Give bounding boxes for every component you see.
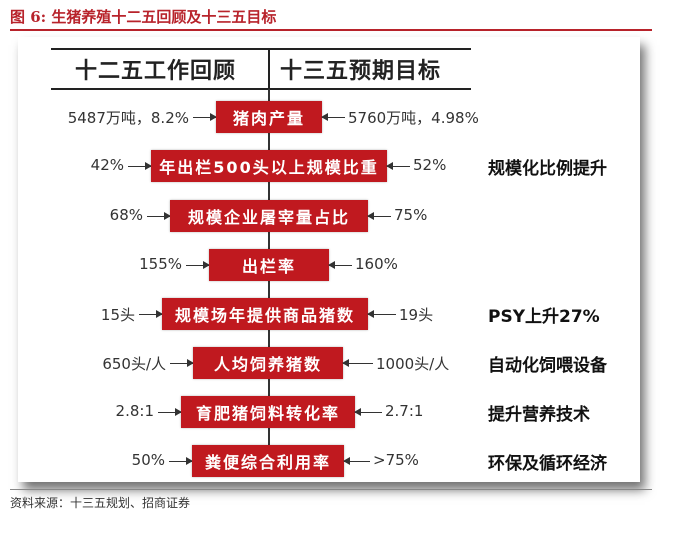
arrow-to-indicator — [158, 408, 182, 416]
target-value: 2.7:1 — [385, 402, 424, 420]
target-value: 75% — [394, 206, 428, 224]
title-rule — [10, 29, 652, 31]
arrow-from-indicator — [367, 212, 391, 220]
comparison-row: 50% 粪便综合利用率 >75% 环保及循环经济 — [18, 443, 640, 479]
review-value: 650头/人 — [102, 355, 166, 373]
arrow-to-indicator — [193, 113, 217, 121]
arrow-from-indicator — [328, 261, 352, 269]
comparison-row: 15头 规模场年提供商品猪数 19头 PSY上升27% — [18, 296, 640, 332]
arrow-to-indicator — [170, 359, 194, 367]
arrow-to-indicator — [139, 310, 163, 318]
driver-note: 规模化比例提升 — [488, 159, 607, 179]
arrow-from-indicator — [343, 457, 370, 465]
comparison-row: 5487万吨，8.2% 猪肉产量 5760万吨，4.98% — [18, 99, 640, 135]
arrow-from-indicator — [342, 359, 373, 367]
comparison-row: 42% 年出栏500头以上规模比重 52% 规模化比例提升 — [18, 148, 640, 184]
arrow-from-indicator — [367, 310, 396, 318]
arrow-from-indicator — [321, 113, 345, 121]
comparison-row: 68% 规模企业屠宰量占比 75% — [18, 198, 640, 234]
review-value: 42% — [90, 156, 124, 174]
indicator-box: 年出栏500头以上规模比重 — [151, 150, 387, 182]
comparison-row: 650头/人 人均饲养猪数 1000头/人 自动化饲喂设备 — [18, 345, 640, 381]
target-value: 19头 — [399, 306, 434, 324]
diagram-panel: 十二五工作回顾 十三五预期目标 5487万吨，8.2% 猪肉产量 5760万吨，4.… — [18, 37, 640, 482]
figure-title: 图 6: 生猪养殖十二五回顾及十三五目标 — [10, 8, 277, 26]
indicator-box: 人均饲养猪数 — [193, 347, 343, 379]
arrow-to-indicator — [128, 162, 152, 170]
indicator-box: 育肥猪饲料转化率 — [181, 396, 355, 428]
driver-note: 提升营养技术 — [488, 405, 590, 425]
arrow-to-indicator — [169, 457, 193, 465]
target-value: 160% — [355, 255, 398, 273]
review-value: 15头 — [100, 306, 135, 324]
header-targets: 十三五预期目标 — [280, 59, 442, 84]
arrow-to-indicator — [186, 261, 210, 269]
target-value: 5760万吨，4.98% — [348, 109, 479, 127]
indicator-box: 猪肉产量 — [216, 101, 322, 133]
arrow-from-indicator — [354, 408, 382, 416]
comparison-row: 2.8:1 育肥猪饲料转化率 2.7:1 提升营养技术 — [18, 394, 640, 430]
indicator-box: 规模企业屠宰量占比 — [170, 200, 368, 232]
source-rule — [10, 489, 652, 490]
driver-note: 环保及循环经济 — [488, 454, 607, 474]
review-value: 50% — [131, 451, 165, 469]
target-value: >75% — [373, 451, 419, 469]
review-value: 68% — [109, 206, 143, 224]
comparison-row: 155% 出栏率 160% — [18, 247, 640, 283]
review-value: 155% — [139, 255, 182, 273]
header-top-rule — [51, 48, 471, 50]
review-value: 5487万吨，8.2% — [67, 109, 189, 127]
indicator-box: 出栏率 — [209, 249, 329, 281]
review-value: 2.8:1 — [115, 402, 154, 420]
header-review: 十二五工作回顾 — [75, 59, 237, 84]
target-value: 1000头/人 — [376, 355, 450, 373]
header-bottom-rule — [51, 88, 471, 90]
header-divider — [268, 49, 270, 89]
source-note: 资料来源：十三五规划、招商证券 — [10, 496, 191, 510]
arrow-from-indicator — [386, 162, 410, 170]
indicator-box: 规模场年提供商品猪数 — [162, 298, 368, 330]
indicator-box: 粪便综合利用率 — [192, 445, 344, 477]
driver-note: 自动化饲喂设备 — [488, 356, 607, 376]
target-value: 52% — [413, 156, 447, 174]
center-spine — [268, 89, 270, 475]
arrow-to-indicator — [147, 212, 171, 220]
driver-note: PSY上升27% — [488, 307, 600, 327]
